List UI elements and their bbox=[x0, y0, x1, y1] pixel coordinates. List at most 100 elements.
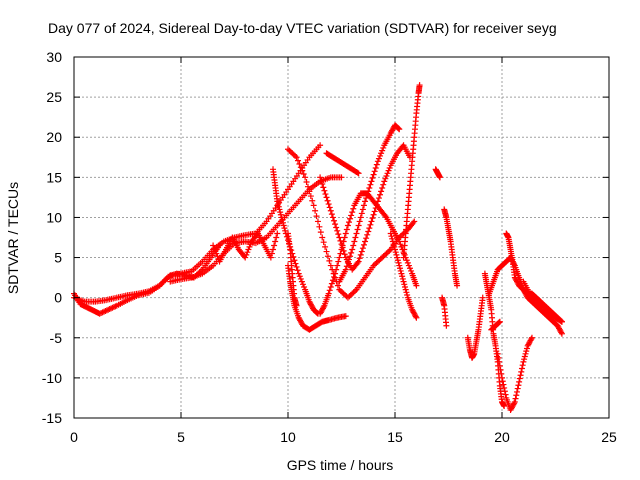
data-point bbox=[413, 314, 420, 321]
data-point bbox=[348, 249, 355, 256]
data-point bbox=[501, 388, 508, 395]
data-point bbox=[416, 82, 423, 89]
data-point bbox=[517, 372, 524, 379]
data-point bbox=[242, 254, 249, 261]
data-point bbox=[499, 374, 505, 381]
data-point bbox=[396, 126, 403, 133]
data-point bbox=[352, 234, 359, 241]
series-arc-9 bbox=[317, 190, 420, 317]
data-point bbox=[301, 283, 308, 290]
data-point bbox=[366, 225, 373, 232]
data-point bbox=[297, 164, 304, 171]
data-point bbox=[495, 354, 502, 361]
data-point bbox=[212, 247, 219, 254]
data-point bbox=[354, 169, 361, 176]
data-point bbox=[363, 235, 370, 242]
data-point bbox=[331, 217, 338, 224]
data-point bbox=[349, 246, 356, 253]
data-point bbox=[443, 322, 450, 329]
data-point bbox=[365, 188, 372, 195]
data-point bbox=[494, 350, 501, 357]
data-point bbox=[394, 254, 401, 261]
data-point bbox=[360, 241, 367, 248]
data-point bbox=[268, 250, 275, 257]
data-point bbox=[521, 356, 528, 363]
data-point bbox=[327, 207, 334, 214]
data-point bbox=[297, 275, 304, 282]
data-point bbox=[359, 206, 366, 213]
data-point bbox=[337, 250, 344, 257]
data-point bbox=[353, 230, 360, 237]
y-tick-label: 10 bbox=[46, 209, 62, 225]
series-arc-8 bbox=[285, 262, 349, 333]
data-point bbox=[371, 208, 378, 215]
data-point bbox=[351, 238, 358, 245]
data-point bbox=[280, 222, 287, 229]
series-arc-16 bbox=[441, 206, 461, 289]
data-point bbox=[319, 181, 326, 188]
data-point bbox=[345, 219, 352, 226]
data-point bbox=[317, 142, 324, 149]
data-point bbox=[245, 246, 252, 253]
data-point bbox=[498, 370, 505, 377]
data-point bbox=[523, 348, 530, 355]
data-point bbox=[479, 294, 486, 301]
data-point bbox=[511, 398, 518, 405]
data-point bbox=[355, 258, 362, 265]
data-point bbox=[522, 350, 529, 357]
data-point bbox=[300, 170, 307, 177]
data-point bbox=[400, 278, 407, 285]
data-point bbox=[317, 174, 324, 181]
data-point bbox=[514, 385, 521, 392]
data-point bbox=[516, 375, 523, 382]
data-point bbox=[412, 313, 419, 320]
data-point bbox=[278, 214, 285, 221]
axis-ticks: 0 5 10 15 20 25 -15 -10 -5 0 5 10 15 20 25 30 bbox=[42, 49, 617, 445]
data-point bbox=[275, 201, 282, 208]
data-point bbox=[342, 230, 349, 237]
data-point bbox=[397, 267, 404, 274]
data-point bbox=[496, 319, 503, 326]
data-point bbox=[334, 227, 341, 234]
data-point bbox=[512, 395, 519, 402]
data-point bbox=[324, 253, 331, 260]
data-point bbox=[299, 167, 306, 174]
data-point bbox=[380, 144, 387, 151]
y-tick-label: 0 bbox=[54, 290, 62, 306]
data-point bbox=[373, 161, 380, 168]
data-point bbox=[394, 257, 401, 264]
data-point bbox=[391, 243, 398, 250]
data-point bbox=[528, 334, 535, 341]
data-point bbox=[326, 204, 333, 211]
x-tick-label: 10 bbox=[280, 429, 296, 445]
series-arc-12 bbox=[336, 122, 403, 285]
data-point bbox=[369, 215, 376, 222]
data-point bbox=[373, 201, 380, 208]
data-point bbox=[363, 195, 370, 202]
data-point bbox=[385, 167, 392, 174]
data-point bbox=[377, 152, 384, 159]
data-point bbox=[216, 242, 223, 249]
data-point bbox=[274, 230, 281, 237]
data-point bbox=[295, 270, 302, 277]
data-point bbox=[499, 378, 506, 385]
data-point bbox=[279, 217, 286, 224]
data-point bbox=[497, 366, 504, 373]
data-point bbox=[360, 202, 367, 209]
data-point bbox=[314, 310, 321, 317]
data-point bbox=[374, 158, 381, 165]
data-point bbox=[403, 289, 410, 296]
data-point bbox=[355, 222, 362, 229]
y-axis-label: SDTVAR / TECUs bbox=[5, 182, 21, 294]
series-arc-1 bbox=[71, 142, 324, 305]
data-point bbox=[395, 259, 402, 266]
data-point bbox=[291, 257, 298, 264]
data-point bbox=[382, 213, 389, 220]
data-point bbox=[347, 215, 354, 222]
data-point bbox=[379, 147, 386, 154]
data-point bbox=[296, 273, 303, 280]
data-point bbox=[338, 174, 345, 181]
data-point bbox=[379, 185, 386, 192]
data-point bbox=[393, 251, 400, 258]
data-point bbox=[333, 224, 340, 231]
